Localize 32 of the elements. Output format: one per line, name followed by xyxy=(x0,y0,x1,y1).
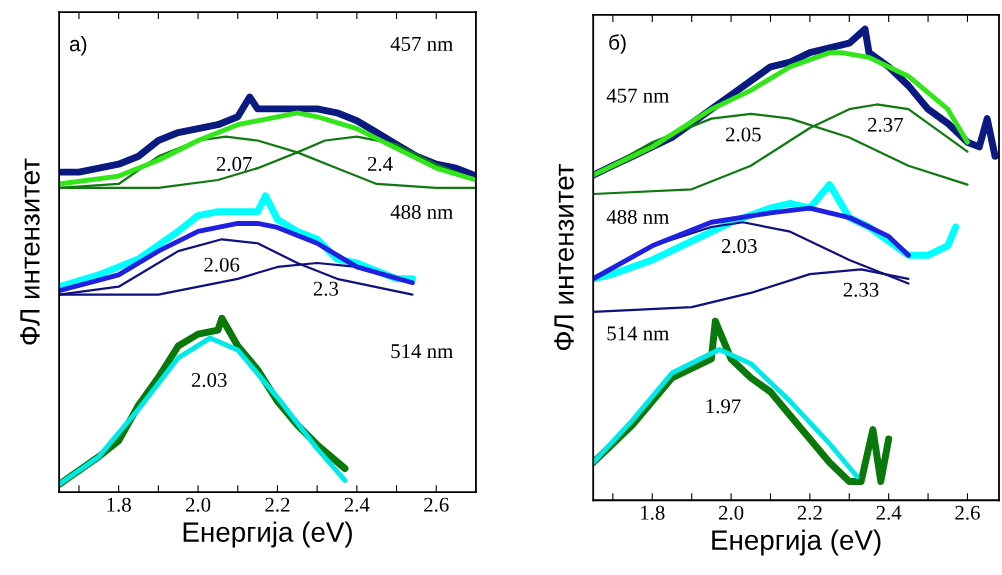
x-tick-label: 2.4 xyxy=(344,497,370,512)
x-tick-label: 2.6 xyxy=(955,505,980,520)
y-axis-title: ФЛ интензитет xyxy=(20,158,40,345)
annotation: 2.05 xyxy=(726,127,761,142)
annotation: 2.03 xyxy=(721,239,757,254)
annotation: 2.33 xyxy=(843,282,879,297)
annotation: б) xyxy=(609,34,626,54)
x-tick-label: 1.8 xyxy=(107,497,131,512)
x-axis-title: Енергија (eV) xyxy=(712,529,881,556)
x-tick-label: 2.6 xyxy=(424,497,449,512)
x-axis-title: Енергија (eV) xyxy=(183,521,352,548)
text: а) xyxy=(69,35,87,56)
annotation: 1.97 xyxy=(706,399,741,414)
annotation: 514 nm xyxy=(391,344,453,359)
x-tick-label: 2.2 xyxy=(797,505,822,520)
x-tick-label: 2.2 xyxy=(265,497,290,512)
annotation: 2.03 xyxy=(191,372,227,388)
y-axis-title: ФЛ интензитет xyxy=(554,164,574,351)
annotation: 2.37 xyxy=(868,117,903,132)
x-tick-label: 2.4 xyxy=(876,505,902,520)
annotation: 2.3 xyxy=(313,281,339,296)
annotation: 514 nm xyxy=(607,326,670,341)
annotation: 488 nm xyxy=(606,209,670,224)
annotation: 488 nm xyxy=(390,204,453,219)
annotation: 2.06 xyxy=(204,257,240,272)
annotation: 457 nm xyxy=(606,88,670,103)
annotation: 2.07 xyxy=(216,156,252,172)
annotation: 2.4 xyxy=(367,156,393,172)
x-tick-label: 2.0 xyxy=(185,497,211,512)
text: 457 nm xyxy=(390,36,453,51)
x-tick-label: 2.0 xyxy=(718,505,744,520)
x-tick-label: 1.8 xyxy=(641,505,665,520)
